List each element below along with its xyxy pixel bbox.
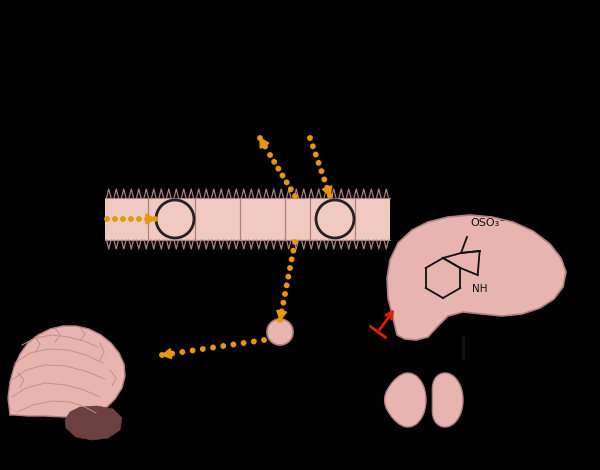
Circle shape: [258, 136, 262, 140]
Polygon shape: [260, 138, 269, 149]
Circle shape: [311, 144, 315, 149]
Polygon shape: [433, 373, 463, 427]
Text: NH: NH: [472, 284, 487, 294]
Circle shape: [284, 283, 289, 288]
Circle shape: [276, 166, 281, 171]
Circle shape: [241, 341, 246, 345]
Circle shape: [314, 152, 318, 157]
Circle shape: [280, 309, 284, 313]
Circle shape: [291, 249, 296, 253]
Circle shape: [281, 300, 286, 305]
Circle shape: [267, 319, 293, 345]
Circle shape: [289, 257, 294, 261]
Circle shape: [278, 318, 282, 322]
Circle shape: [272, 160, 277, 164]
Circle shape: [283, 292, 287, 296]
Circle shape: [211, 345, 215, 350]
Polygon shape: [322, 186, 332, 196]
Circle shape: [145, 217, 149, 221]
Polygon shape: [146, 214, 155, 224]
Polygon shape: [162, 349, 172, 359]
Polygon shape: [387, 215, 566, 340]
Polygon shape: [65, 406, 122, 440]
Circle shape: [153, 217, 157, 221]
Circle shape: [129, 217, 133, 221]
Circle shape: [280, 173, 285, 178]
Circle shape: [293, 194, 297, 198]
Circle shape: [221, 344, 226, 348]
Circle shape: [325, 186, 329, 190]
Circle shape: [288, 266, 292, 270]
Circle shape: [190, 348, 195, 352]
Circle shape: [170, 351, 175, 356]
Bar: [105, 198, 390, 240]
Polygon shape: [8, 326, 125, 417]
Circle shape: [268, 153, 272, 157]
Circle shape: [105, 217, 109, 221]
Circle shape: [293, 240, 297, 244]
Circle shape: [316, 161, 321, 165]
Circle shape: [319, 169, 323, 173]
Circle shape: [289, 187, 293, 191]
Circle shape: [113, 217, 117, 221]
Circle shape: [262, 338, 266, 342]
Polygon shape: [277, 310, 287, 320]
Circle shape: [328, 194, 332, 198]
Polygon shape: [385, 373, 426, 427]
Circle shape: [160, 353, 164, 357]
Circle shape: [286, 274, 290, 279]
Circle shape: [231, 342, 236, 347]
Circle shape: [322, 177, 326, 181]
Circle shape: [308, 136, 312, 140]
Text: OSO₃⁻: OSO₃⁻: [470, 218, 505, 228]
Circle shape: [200, 347, 205, 351]
Circle shape: [251, 339, 256, 344]
Circle shape: [121, 217, 125, 221]
Circle shape: [137, 217, 141, 221]
Circle shape: [180, 350, 185, 354]
Circle shape: [263, 144, 267, 149]
Circle shape: [284, 180, 289, 185]
